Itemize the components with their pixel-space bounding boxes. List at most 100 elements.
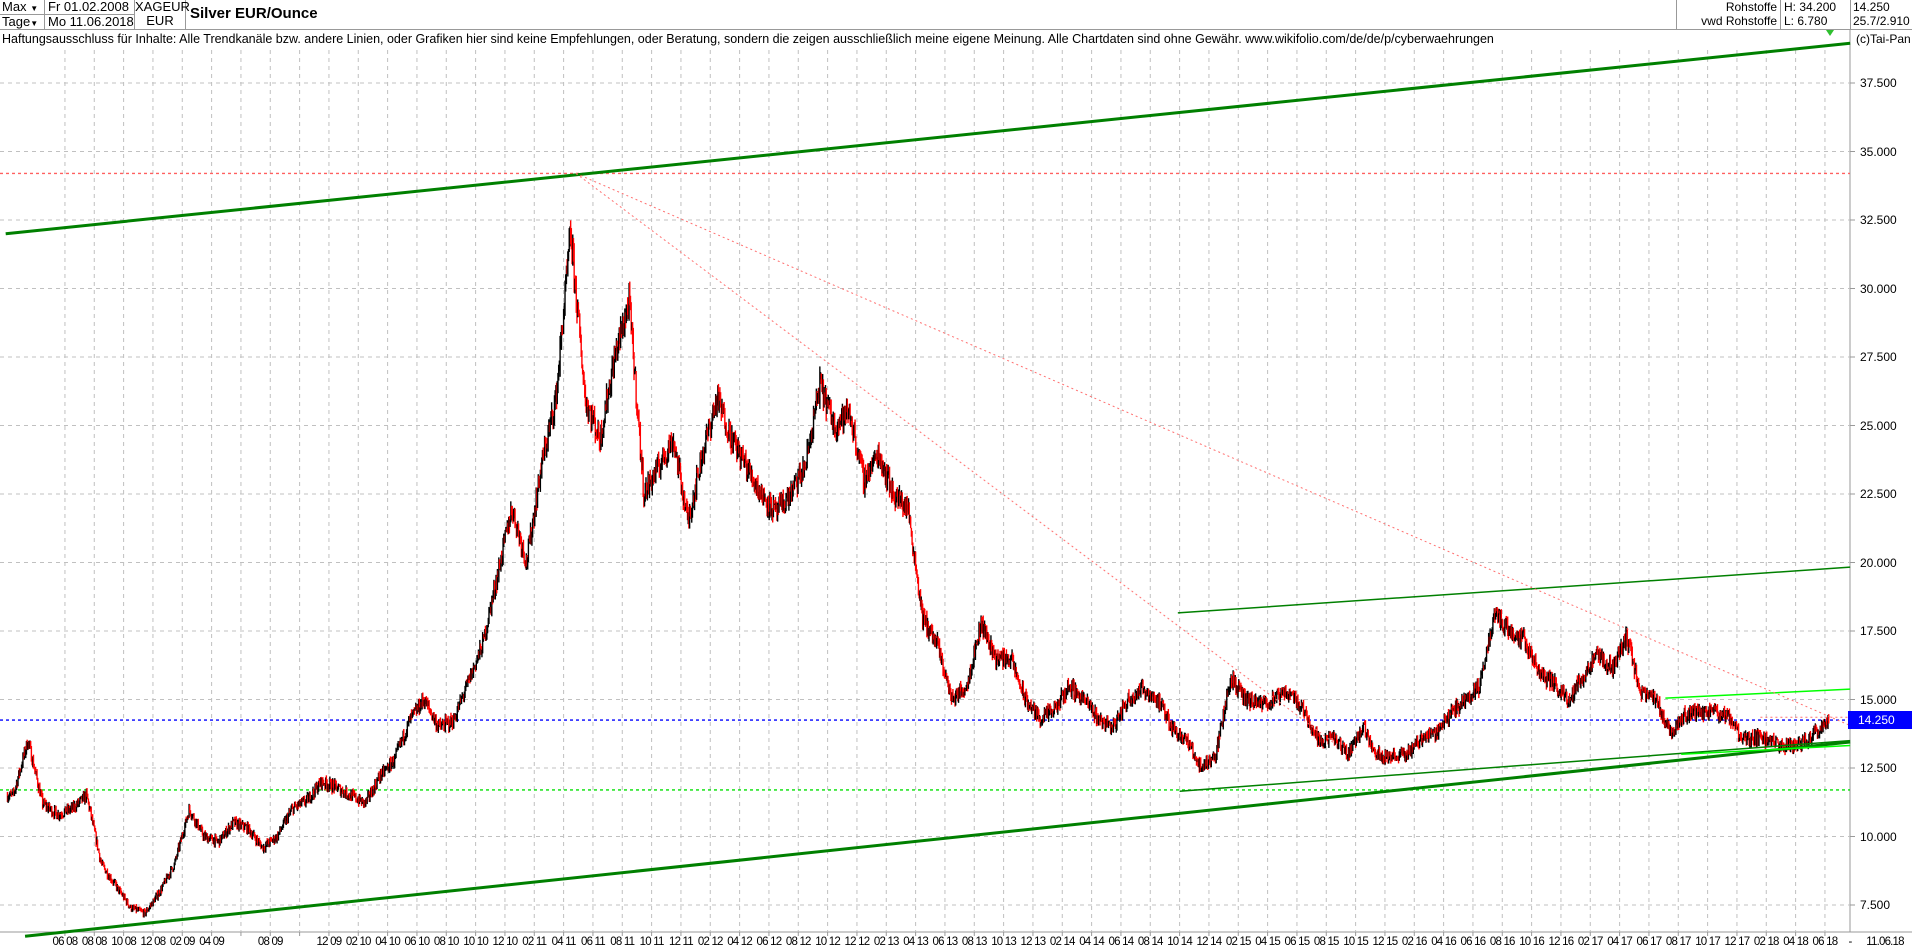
copyright: (c)Tai-Pan [1856, 32, 1911, 46]
y-tick-label: 15.000 [1860, 692, 1897, 707]
low-value: L: 6.780 [1784, 14, 1828, 28]
start-date[interactable]: Fr 01.02.2008 [45, 0, 135, 15]
last-price-badge: 14.250 [1848, 711, 1912, 730]
x-tick-label: 04 14 [1079, 936, 1105, 948]
market-box: Rohstoffe vwd Rohstoffe [1676, 0, 1781, 29]
x-tick-label: 08 10 [433, 936, 460, 948]
x-tick-label: 12 10 [492, 936, 519, 948]
y-tick-label: 17.500 [1860, 624, 1897, 638]
x-tick-label: 08 11 [610, 936, 635, 948]
symbol-box: XAGEUR EUR [135, 0, 190, 29]
x-tick-label: 08 13 [961, 936, 988, 948]
y-tick-label: 12.500 [1860, 761, 1897, 775]
high-value: H: 34.200 [1784, 0, 1837, 14]
category: Rohstoffe [1725, 0, 1777, 14]
x-tick-label: 12 17 [1724, 936, 1751, 948]
range-select[interactable]: Max ▼ [0, 0, 45, 15]
trendline-downtrend-short [575, 173, 1335, 744]
trendline-downtrend-long [575, 172, 1851, 726]
x-tick-label: 06 12 [756, 936, 783, 948]
y-tick-label: 10.000 [1860, 829, 1897, 844]
x-tick-label: 10 11 [639, 936, 665, 948]
x-tick-label: 12 13 [1020, 936, 1047, 948]
range-select-value: Max [2, 0, 27, 14]
x-tick-label: 04 09 [199, 936, 225, 948]
x-tick-label: 08 09 [257, 936, 284, 948]
x-tick-label: 12 15 [1372, 936, 1399, 948]
x-tick-label: 10 15 [1343, 936, 1369, 948]
x-tick-label: 04 16 [1431, 936, 1457, 948]
x-tick-label: 10 14 [1167, 936, 1193, 948]
x-tick-label: 10 08 [111, 936, 137, 948]
y-tick-label: 27.500 [1860, 350, 1897, 364]
x-tick-label: 08 14 [1137, 936, 1164, 948]
x-tick-label: 10 17 [1695, 936, 1721, 948]
x-tick-label: 04 11 [551, 936, 577, 948]
x-tick-label: 10 10 [463, 936, 489, 948]
symbol: XAGEUR [135, 0, 190, 14]
x-tick-label: 04 18 [1783, 936, 1809, 948]
chevron-down-icon: ▼ [30, 19, 39, 28]
high-low-box: H: 34.200 L: 6.780 [1781, 0, 1851, 29]
trendline-upper-channel [5, 41, 1851, 236]
currency: EUR [146, 13, 174, 28]
x-tick-label: 10 12 [815, 936, 841, 948]
x-tick-label: 08 17 [1665, 936, 1692, 948]
x-tick-label: 12 14 [1196, 936, 1223, 948]
interval-select[interactable]: Tage▼ [0, 15, 45, 29]
y-tick-label: 7.500 [1860, 898, 1891, 912]
x-tick-label: 12 09 [316, 936, 343, 948]
x-tick-label: 02 10 [345, 936, 372, 948]
y-tick-label: 32.500 [1860, 213, 1897, 227]
marker-triangle-icon [1826, 30, 1834, 36]
chart-header: Max ▼ Tage▼ Fr 01.02.2008 Mo 11.06.2018 … [0, 0, 1912, 30]
x-end-label: - [1848, 936, 1852, 948]
quote-box: 14.250 25.7/2.910 [1851, 0, 1912, 29]
last-value: 14.250 [1853, 0, 1890, 14]
y-tick-label: 37.500 [1860, 76, 1897, 90]
disclaimer: Haftungsausschluss für Inhalte: Alle Tre… [2, 32, 1494, 46]
x-tick-label: 02 12 [697, 936, 724, 948]
trendline-upper-small-channel [1177, 566, 1851, 614]
x-tick-label: 10 13 [991, 936, 1017, 948]
trendline-lower-small-channel [1179, 739, 1851, 793]
trendline-lower-channel [24, 740, 1851, 938]
y-tick-label: 30.000 [1860, 281, 1897, 296]
y-tick-label: 35.000 [1860, 144, 1897, 159]
trendline-upper-triangle [1665, 688, 1851, 699]
x-tick-label: 04 12 [727, 936, 753, 948]
y-tick-label: 20.000 [1860, 555, 1897, 570]
x-end-label: 11.06.18 [1866, 936, 1904, 948]
x-tick-label: 08 15 [1313, 936, 1340, 948]
y-tick-label: 22.500 [1860, 487, 1897, 501]
x-tick-label: 02 15 [1225, 936, 1252, 948]
x-tick-label: 04 10 [375, 936, 401, 948]
x-tick-label: 06 11 [580, 936, 606, 948]
x-tick-label: 06 08 [52, 936, 79, 948]
trendline-lower-triangle [1681, 744, 1851, 756]
chart-title: Silver EUR/Ounce [190, 5, 318, 22]
x-tick-label: 12 08 [140, 936, 167, 948]
x-tick-label: 04 17 [1607, 936, 1633, 948]
x-tick-label: 12 11 [668, 936, 694, 948]
x-tick-label: 02 11 [522, 936, 547, 948]
x-tick-label: 02 16 [1401, 936, 1428, 948]
x-tick-label: 02 18 [1753, 936, 1780, 948]
x-tick-label: 08 16 [1489, 936, 1516, 948]
x-tick-label: 06 16 [1460, 936, 1487, 948]
x-tick-label: 02 13 [873, 936, 900, 948]
x-tick-label: 02 09 [169, 936, 196, 948]
end-date[interactable]: Mo 11.06.2018 [45, 15, 135, 29]
x-tick-label: 04 13 [903, 936, 929, 948]
x-tick-label: 04 15 [1255, 936, 1281, 948]
x-tick-label: 12 16 [1548, 936, 1575, 948]
x-tick-label: 06 14 [1108, 936, 1135, 948]
x-tick-label: 08 12 [785, 936, 812, 948]
x-tick-label: 06 13 [932, 936, 959, 948]
y-tick-label: 25.000 [1860, 418, 1897, 433]
x-tick-label: 06 17 [1636, 936, 1663, 948]
x-tick-label: 02 17 [1577, 936, 1604, 948]
interval-select-value: Tage [2, 14, 31, 29]
source: vwd Rohstoffe [1701, 14, 1777, 28]
